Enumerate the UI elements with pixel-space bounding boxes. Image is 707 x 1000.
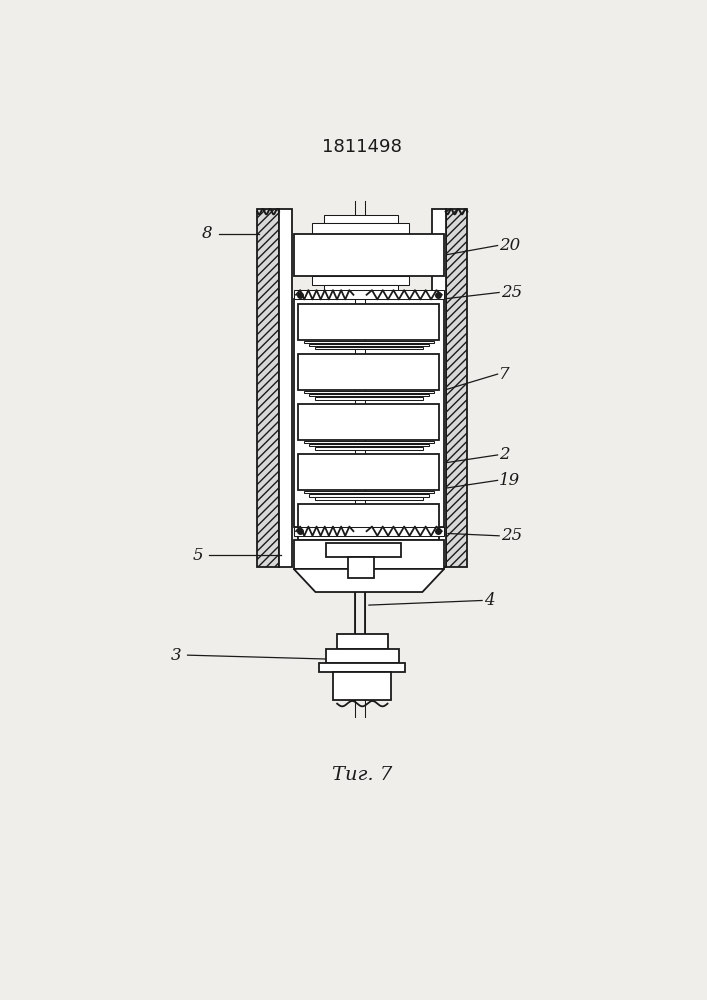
- Text: 20: 20: [499, 237, 520, 254]
- Bar: [312, 223, 409, 234]
- Bar: [324, 215, 397, 223]
- Bar: [315, 447, 423, 450]
- Text: 3: 3: [171, 647, 182, 664]
- Bar: [304, 441, 434, 443]
- Bar: [348, 557, 373, 578]
- Bar: [315, 497, 423, 500]
- Bar: [309, 544, 428, 547]
- Bar: [309, 344, 428, 346]
- Bar: [293, 540, 444, 569]
- Polygon shape: [293, 569, 444, 592]
- Text: Τиг. 7: Τиг. 7: [332, 766, 392, 784]
- Text: 4: 4: [484, 592, 494, 609]
- Bar: [298, 304, 440, 340]
- Bar: [298, 454, 440, 490]
- Bar: [315, 347, 423, 349]
- Bar: [293, 234, 444, 276]
- Bar: [298, 354, 440, 390]
- Bar: [304, 341, 434, 343]
- Text: 19: 19: [499, 472, 520, 489]
- Bar: [293, 290, 444, 299]
- Bar: [445, 209, 467, 567]
- Bar: [324, 285, 397, 292]
- Bar: [257, 209, 279, 567]
- Bar: [298, 404, 440, 440]
- Bar: [293, 527, 444, 536]
- Bar: [304, 541, 434, 544]
- Bar: [298, 504, 440, 540]
- Text: 8: 8: [201, 225, 212, 242]
- Bar: [433, 209, 445, 567]
- Bar: [320, 663, 405, 672]
- Text: 7: 7: [499, 366, 510, 383]
- Text: 25: 25: [501, 284, 522, 301]
- Bar: [315, 547, 423, 550]
- Text: 25: 25: [501, 527, 522, 544]
- Bar: [309, 394, 428, 396]
- Bar: [325, 649, 399, 663]
- Bar: [327, 543, 401, 557]
- Bar: [293, 299, 444, 527]
- Text: 5: 5: [192, 547, 203, 564]
- Bar: [304, 391, 434, 393]
- Bar: [337, 634, 387, 649]
- Bar: [279, 209, 292, 567]
- Bar: [312, 276, 409, 285]
- Text: 2: 2: [499, 446, 510, 463]
- Bar: [309, 444, 428, 446]
- Bar: [309, 494, 428, 497]
- Bar: [315, 397, 423, 400]
- Bar: [333, 672, 392, 700]
- Bar: [304, 491, 434, 493]
- Text: 1811498: 1811498: [322, 138, 402, 156]
